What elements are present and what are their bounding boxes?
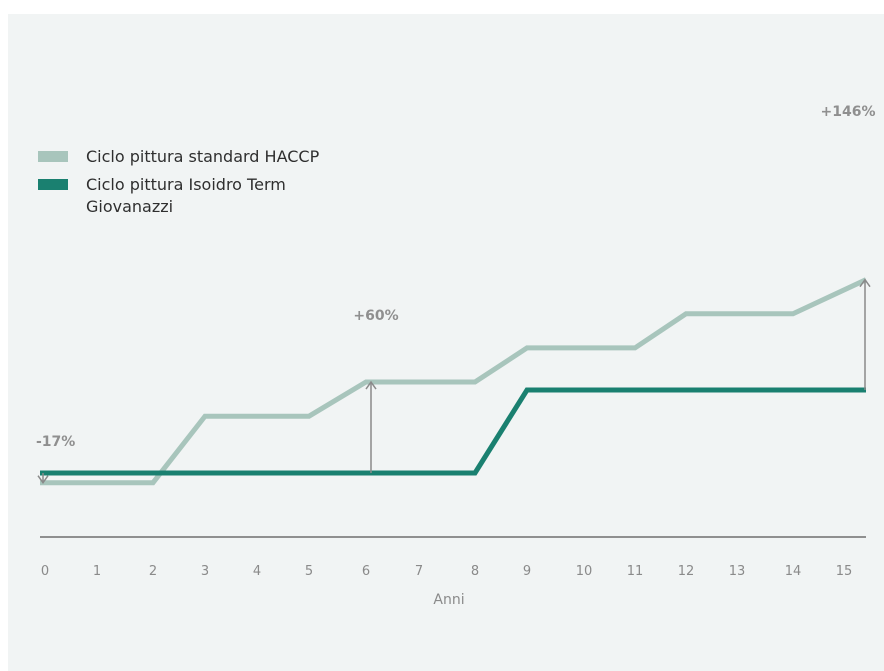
x-tick-label: 0 [41,564,49,579]
legend-item-isoidro: Ciclo pittura Isoidro Term Giovanazzi [38,174,356,218]
annotation-label: +60% [353,308,398,324]
x-tick-label: 9 [523,564,531,579]
x-tick-label: 5 [305,564,313,579]
annotation-label: -17% [36,434,75,450]
legend-item-standard: Ciclo pittura standard HACCP [38,146,356,168]
x-tick-label: 1 [93,564,101,579]
annotation-arrowhead [365,380,377,390]
legend-label-standard: Ciclo pittura standard HACCP [86,147,320,166]
x-tick-label: 13 [729,564,746,579]
legend: Ciclo pittura standard HACCP Ciclo pittu… [38,146,356,224]
x-tick-labels: 0 1 2 3 4 5 6 7 8 9 10 11 12 13 14 15 [41,564,852,579]
x-tick-label: 10 [576,564,593,579]
legend-swatch-isoidro [38,179,68,190]
x-axis-label: Anni [433,592,464,608]
x-tick-label: 6 [362,564,370,579]
annotations-group: -17% +60% +146% [36,104,876,484]
annotation-arrowhead [859,278,871,288]
x-tick-label: 14 [785,564,802,579]
annotation-label: +146% [821,104,876,120]
annotation-arrowhead [37,475,49,484]
x-tick-label: 8 [471,564,479,579]
x-tick-label: 7 [415,564,423,579]
series-group [40,277,868,486]
x-tick-label: 4 [253,564,261,579]
legend-swatch-standard [38,151,68,162]
series-line-standard [40,277,868,486]
legend-label-isoidro: Ciclo pittura Isoidro Term Giovanazzi [86,175,286,216]
chart-card [8,14,884,671]
x-tick-label: 2 [149,564,157,579]
x-tick-label: 12 [678,564,695,579]
x-tick-label: 15 [836,564,853,579]
x-tick-label: 3 [201,564,209,579]
x-tick-label: 11 [627,564,644,579]
series-line-isoidro [40,387,866,476]
